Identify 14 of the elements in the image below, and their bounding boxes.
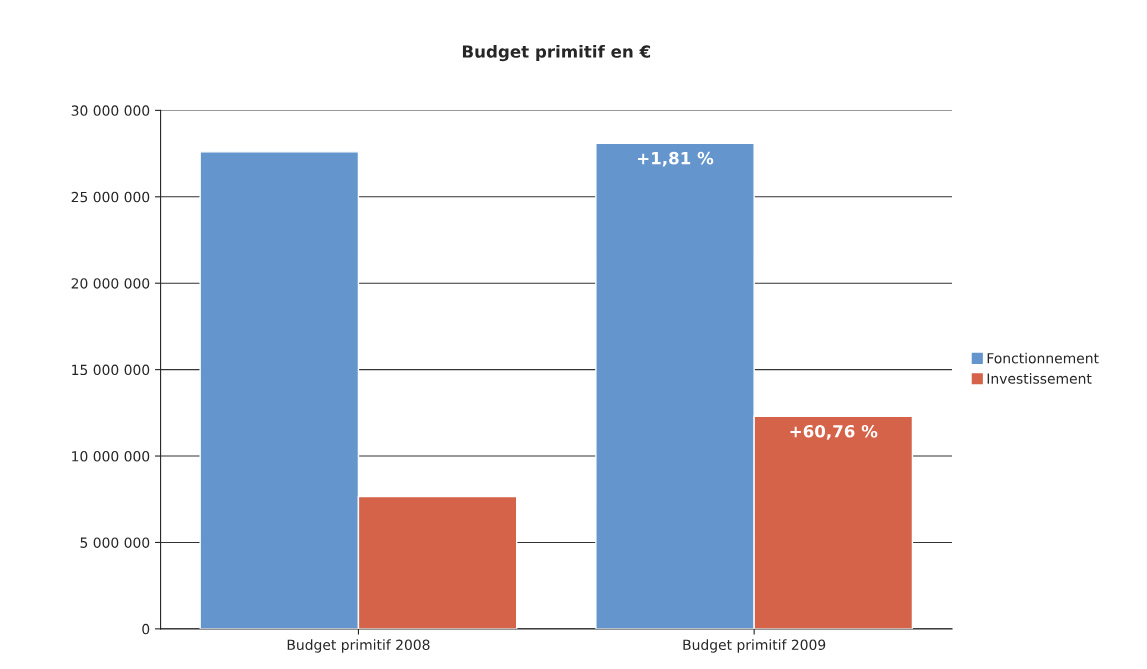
y-tick-label: 0 bbox=[142, 623, 150, 635]
legend-label: Fonctionnement bbox=[987, 352, 1099, 364]
y-tick-label: 15 000 000 bbox=[72, 364, 150, 376]
y-tick-label: 5 000 000 bbox=[80, 537, 150, 548]
annotation: +1,81 % bbox=[637, 151, 714, 167]
y-tick-label: 20 000 000 bbox=[71, 278, 150, 289]
chart-title: Budget primitif en € bbox=[462, 44, 651, 62]
legend-label: Investissement bbox=[987, 373, 1092, 384]
x-tick-label: Budget primitif 2009 bbox=[683, 639, 826, 653]
y-tick-label: 10 000 000 bbox=[72, 451, 150, 462]
y-tick-label: 30 000 000 bbox=[71, 105, 150, 116]
y-tick-label: 25 000 000 bbox=[71, 191, 150, 203]
annotation: +60,76 % bbox=[790, 424, 878, 440]
x-tick-label: Budget primitif 2008 bbox=[287, 639, 430, 653]
